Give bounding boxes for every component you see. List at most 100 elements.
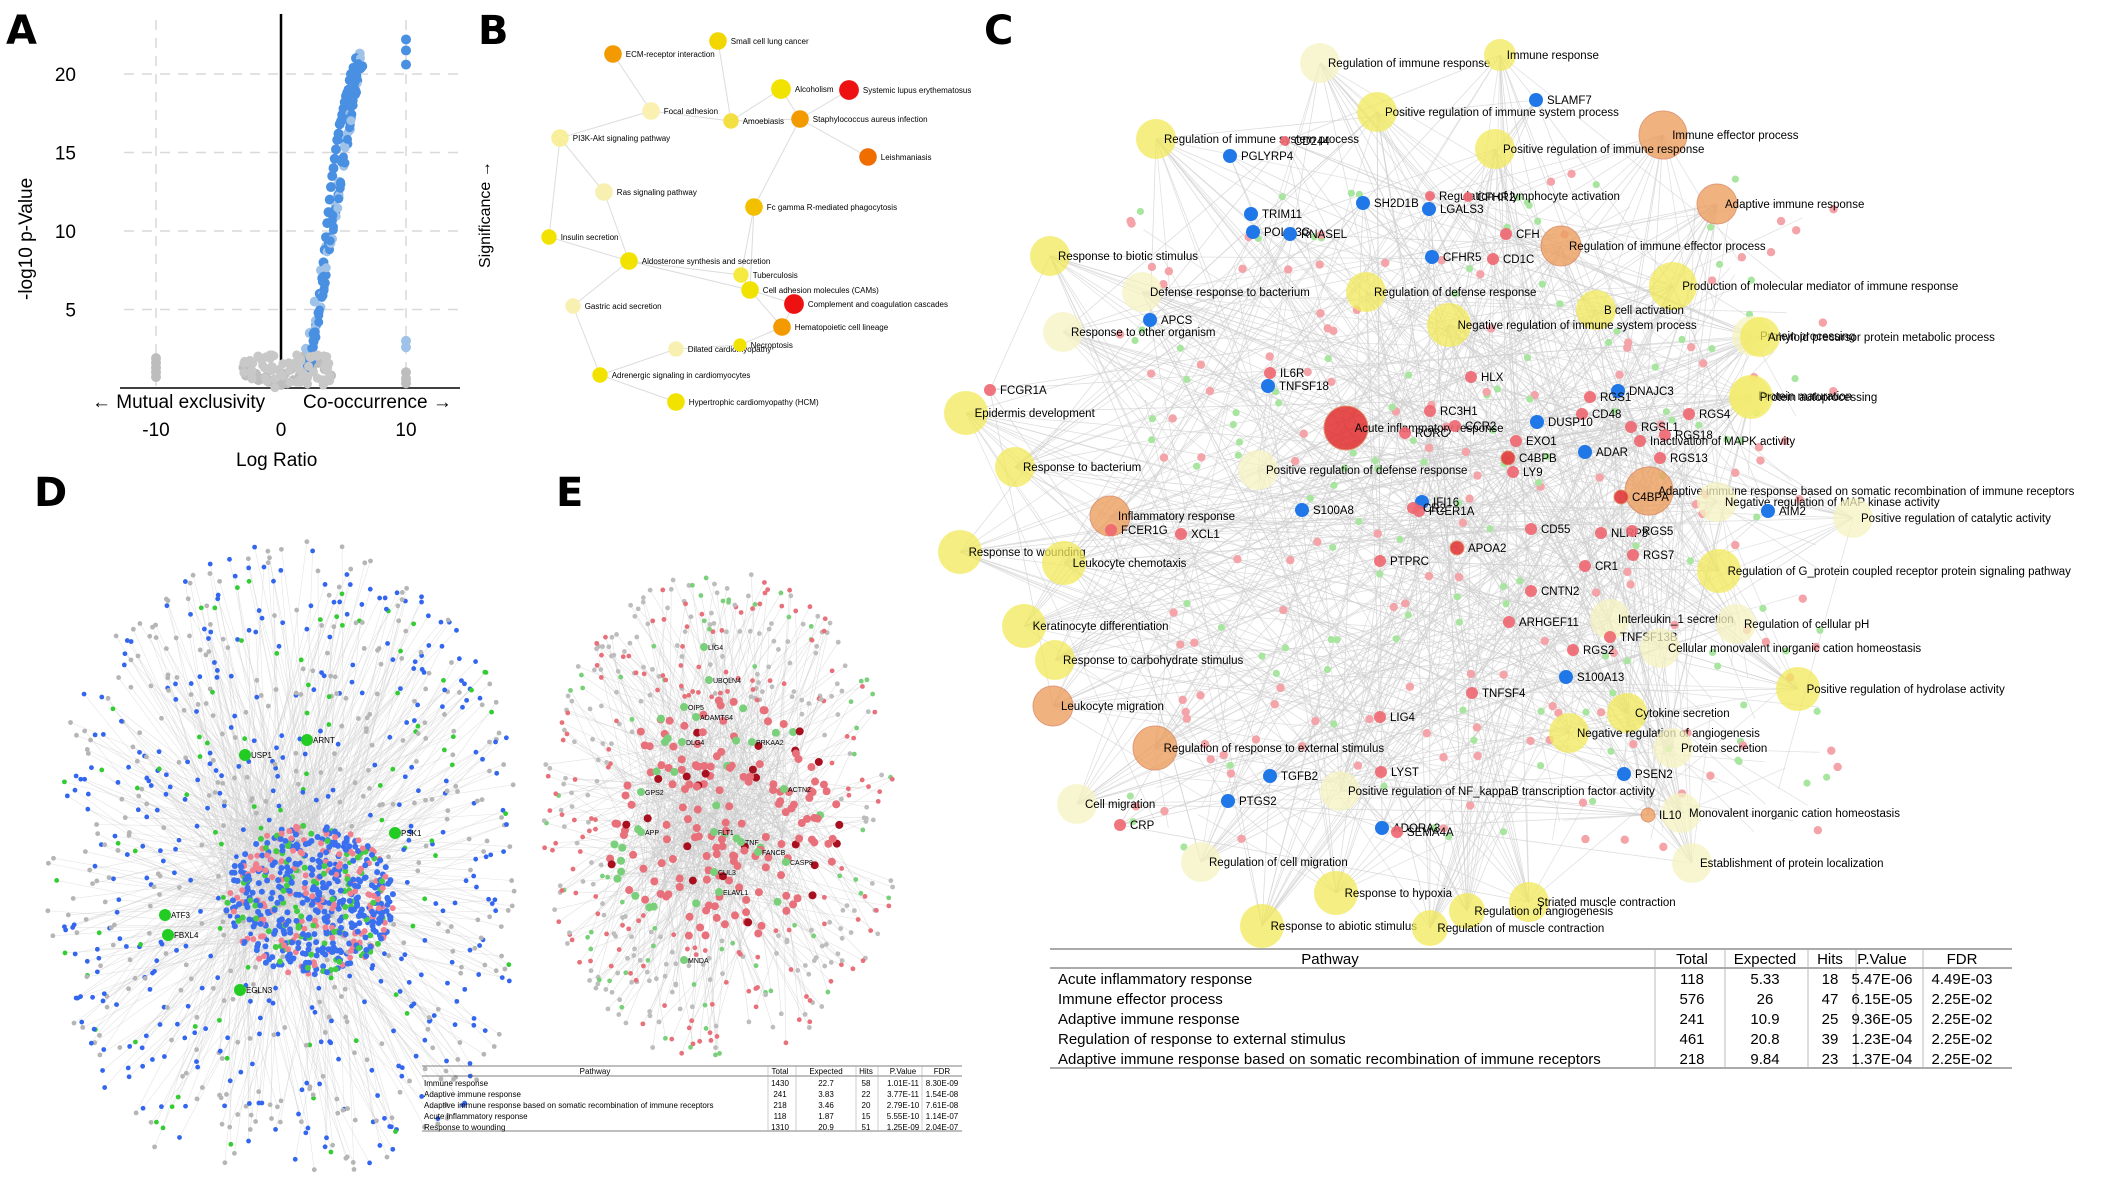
node [95,831,101,837]
node [126,830,132,835]
node [253,1119,259,1124]
edge [1110,529,1570,734]
node [324,1135,329,1141]
edge [1154,533,1182,749]
node [601,912,607,918]
edge [242,651,422,871]
edge [124,664,253,847]
term-node-label: RGS5 [1642,526,1673,538]
pathway-node-label: Tuberculosis [753,271,798,280]
small-node [1476,270,1485,279]
node [854,725,860,731]
small-node [1136,207,1144,216]
edge [1052,99,1537,707]
node [295,781,301,787]
node [682,629,688,635]
small-node [1816,626,1824,634]
node [298,918,305,925]
node [258,888,265,895]
node [88,737,93,743]
node [45,908,51,914]
edge [1063,342,1771,564]
edge [1261,420,1617,927]
pathway-node-label: Insulin secretion [561,233,619,242]
scatter-point [333,128,344,139]
node [293,750,299,756]
node [598,675,604,680]
small-node [1735,757,1743,766]
node [468,867,473,873]
node [632,946,637,952]
node [364,1057,370,1063]
node [603,986,609,992]
node [737,628,743,634]
node [379,1041,385,1047]
node [169,1037,174,1043]
node [487,739,492,745]
panel-a-points [151,34,411,393]
node [152,968,157,974]
node [680,721,689,730]
node [486,896,492,902]
term-node-label: Positive regulation of catalytic activit… [1861,513,2051,525]
pathway-node [592,367,608,383]
node [188,692,194,697]
node [314,833,321,840]
scatter-point [340,143,350,153]
edge [1023,625,1718,783]
edge [197,779,229,935]
small-node [1737,253,1747,262]
term-node [1683,408,1695,420]
edge [135,835,277,1114]
term-node-label: Response to carbohydrate stimulus [1063,655,1244,667]
node [148,783,154,788]
edge [1505,134,1664,235]
small-node [1686,342,1696,352]
node [305,946,312,953]
edge [1659,434,1666,649]
node [744,777,753,786]
node [163,791,169,797]
node [126,764,131,770]
node [134,785,140,791]
node [278,895,285,902]
node [156,749,162,755]
node [204,740,210,746]
edge [1499,54,1583,415]
node [367,712,373,717]
term-node [1240,904,1284,948]
node [294,607,300,613]
small-node [1461,447,1471,457]
node [160,858,166,864]
node [197,754,203,759]
edge [965,258,1494,414]
node [773,897,782,906]
node [83,849,88,854]
small-node [1374,464,1382,473]
small-node [1607,747,1615,755]
edge [249,621,442,852]
edge [1049,255,1197,482]
node [640,599,646,605]
small-node [1233,554,1242,564]
node [331,928,338,935]
edge [152,626,273,871]
node [147,986,153,992]
term-node [1510,435,1522,447]
node [719,627,725,633]
pathway-node [773,318,791,336]
small-node [1715,260,1724,268]
node [321,673,327,679]
node [352,843,359,850]
small-node [1803,779,1811,787]
node [174,947,179,953]
term-node-label: Keratinocyte differentiation [1033,621,1169,633]
node [310,548,316,554]
node [661,617,667,622]
table-cell: 10.9 [1750,1011,1779,1028]
edge [219,845,273,1096]
term-node-label: RGS13 [1670,453,1708,465]
table-cell: 18 [1822,971,1839,988]
small-node [1380,258,1390,268]
edge [1429,451,1586,929]
